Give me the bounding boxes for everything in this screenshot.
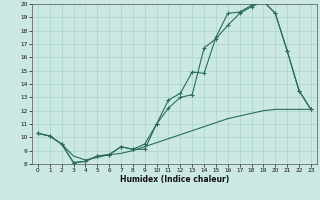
X-axis label: Humidex (Indice chaleur): Humidex (Indice chaleur) bbox=[120, 175, 229, 184]
